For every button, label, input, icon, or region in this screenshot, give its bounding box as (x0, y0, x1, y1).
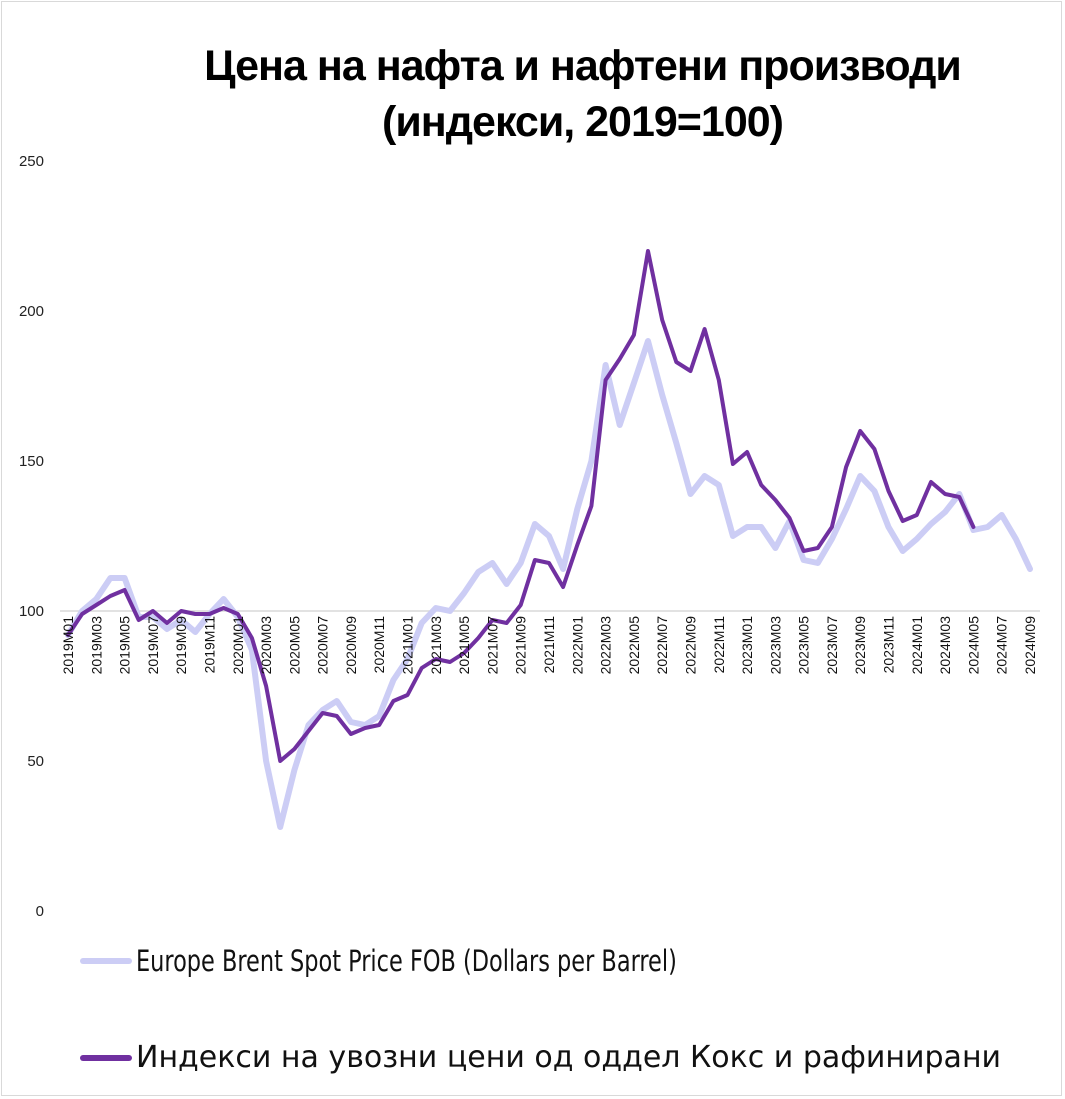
x-tick-label: 2023M09 (852, 616, 868, 675)
y-tick-label: 150 (19, 453, 44, 470)
y-tick-label: 200 (19, 303, 44, 320)
x-tick-label: 2022M11 (711, 616, 727, 674)
series-layer (65, 249, 1033, 830)
x-tick-label: 2024M03 (937, 616, 953, 675)
y-axis: 0 50 100 150 200 250 (19, 153, 44, 920)
series-line-import-index (66, 249, 976, 763)
x-tick-label: 2021M07 (484, 616, 500, 675)
x-tick-label: 2024M09 (1022, 616, 1038, 675)
x-tick-label: 2024M07 (994, 616, 1010, 675)
x-tick-label: 2021M01 (400, 616, 416, 675)
x-tick-label: 2024M01 (909, 616, 925, 675)
legend-label-import-index: Индекси на увозни цени од оддел Кокс и р… (136, 1040, 1002, 1075)
legend-item-brent: Europe Brent Spot Price FOB (Dollars per… (80, 944, 765, 978)
x-tick-label: 2022M07 (654, 616, 670, 675)
series-line-brent (65, 338, 1033, 830)
y-tick-label: 100 (19, 603, 44, 620)
x-tick-label: 2020M05 (286, 616, 302, 675)
x-tick-label: 2021M03 (428, 616, 444, 675)
x-tick-label: 2022M09 (682, 616, 698, 675)
x-tick-label: 2020M11 (371, 616, 387, 674)
y-tick-label: 0 (36, 903, 44, 920)
x-tick-label: 2019M07 (145, 616, 161, 675)
x-tick-label: 2021M05 (456, 616, 472, 675)
legend-swatch-import-index (80, 1054, 132, 1061)
chart-title-line-1: Цена на нафта и нафтени производи (204, 42, 962, 90)
x-axis: 2019M01 2019M03 2019M05 2019M07 2019M09 2019M… (60, 616, 1038, 675)
legend-item-import-index: Индекси на увозни цени од оддел Кокс и р… (80, 1040, 1001, 1075)
chart-title: Цена на нафта и нафтени производи (индек… (0, 38, 1065, 150)
y-tick-label: 250 (19, 153, 44, 170)
x-tick-label: 2023M05 (796, 616, 812, 675)
x-tick-label: 2022M01 (569, 616, 585, 675)
x-tick-label: 2023M11 (881, 616, 897, 674)
x-tick-label: 2022M03 (598, 616, 614, 675)
x-tick-label: 2024M05 (965, 616, 981, 675)
x-tick-label: 2019M09 (173, 616, 189, 675)
chart-title-line-2: (индекси, 2019=100) (382, 98, 784, 146)
x-tick-label: 2021M09 (513, 616, 529, 675)
legend-label-brent: Europe Brent Spot Price FOB (Dollars per… (136, 944, 677, 978)
x-tick-label: 2021M11 (541, 616, 557, 674)
x-tick-label: 2022M05 (626, 616, 642, 675)
x-tick-label: 2023M03 (767, 616, 783, 675)
y-tick-label: 50 (27, 753, 44, 770)
x-tick-label: 2023M07 (824, 616, 840, 675)
legend-swatch-brent (80, 958, 132, 964)
x-tick-label: 2019M01 (60, 616, 76, 675)
x-tick-label: 2020M03 (258, 616, 274, 675)
x-tick-label: 2023M01 (739, 616, 755, 675)
x-tick-label: 2020M09 (343, 616, 359, 675)
x-tick-label: 2019M11 (201, 616, 217, 674)
x-tick-label: 2020M01 (230, 616, 246, 675)
x-tick-label: 2019M05 (117, 616, 133, 675)
x-tick-label: 2020M07 (315, 616, 331, 675)
x-tick-label: 2019M03 (88, 616, 104, 675)
